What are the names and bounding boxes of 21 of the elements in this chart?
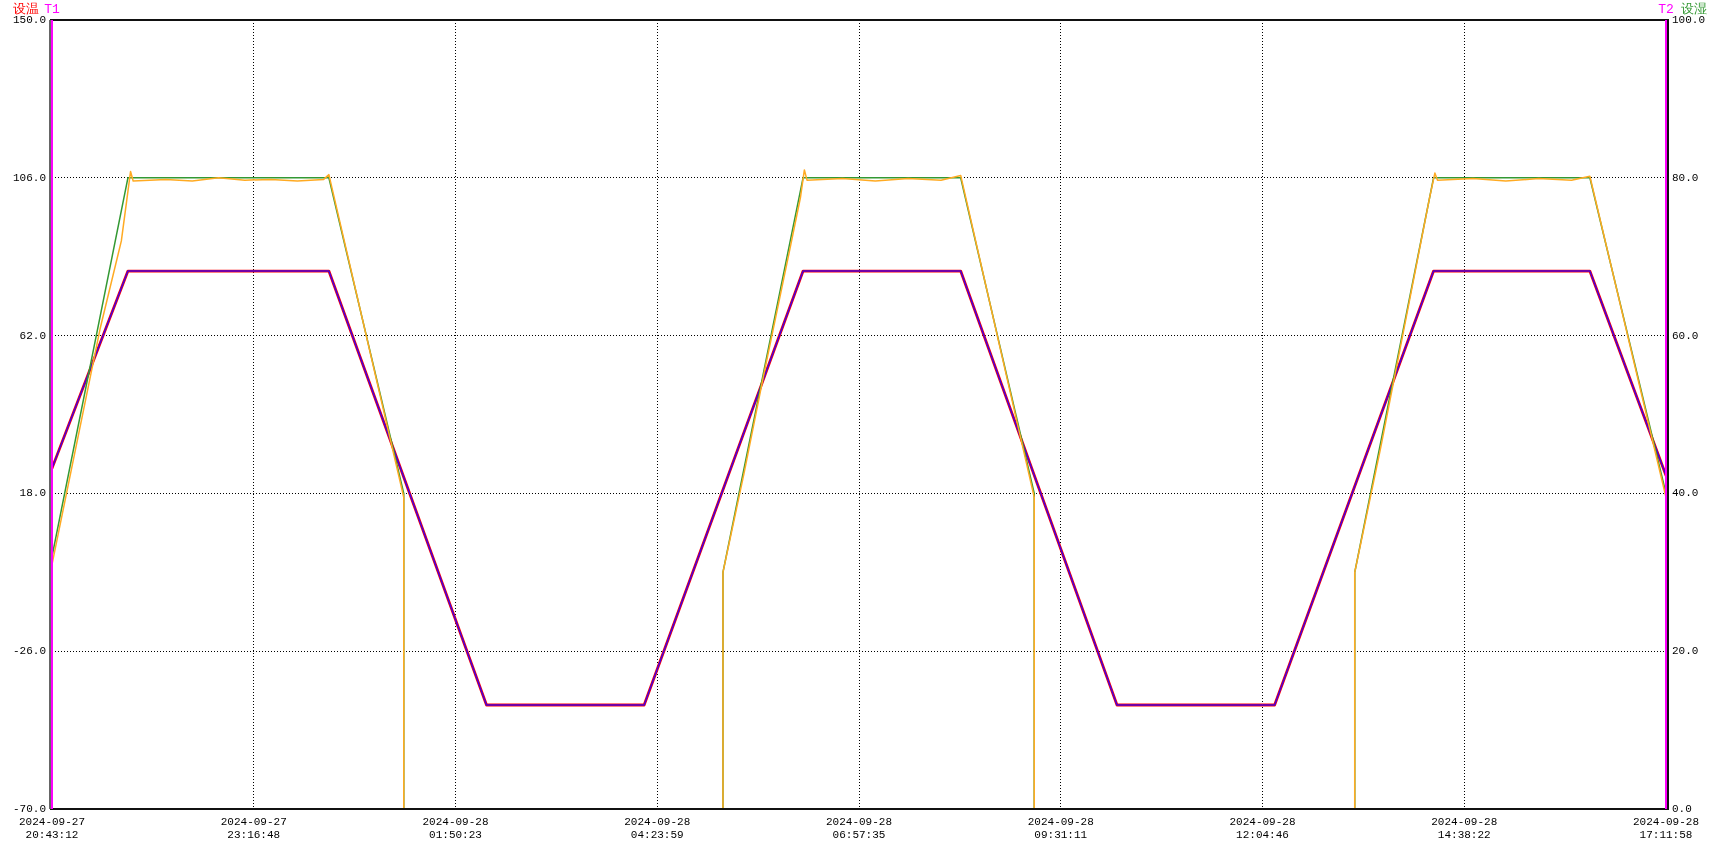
x-tick-label: 2024-09-28 06:57:35 — [825, 815, 893, 841]
x-tick-label: 2024-09-28 01:50:23 — [422, 815, 489, 841]
y2-tick-label: 60.0 — [1672, 329, 1699, 342]
y-tick-label: 106.0 — [12, 171, 46, 184]
x-tick-label: 2024-09-28 14:38:22 — [1431, 815, 1498, 841]
y2-tick-label: 0.0 — [1672, 802, 1692, 815]
y2-tick-label: 40.0 — [1672, 487, 1699, 500]
x-tick-label: 2024-09-28 17:11:58 — [1632, 815, 1700, 841]
y2-tick-label: 20.0 — [1672, 645, 1699, 658]
y2-tick-label: 80.0 — [1672, 171, 1699, 184]
x-tick-label: 2024-09-28 12:04:46 — [1229, 815, 1296, 841]
x-tick-label: 2024-09-28 09:31:11 — [1027, 815, 1094, 841]
x-tick-label: 2024-09-28 04:23:59 — [624, 815, 691, 841]
ref-line-label: T2 — [1658, 2, 1674, 18]
y-tick-label: -70.0 — [12, 802, 46, 815]
x-tick-label: 2024-09-27 20:43:12 — [18, 815, 86, 841]
y-tick-label: 18.0 — [19, 487, 46, 500]
x-tick-label: 2024-09-27 23:16:48 — [220, 815, 287, 841]
ref-line-label: T1 — [44, 2, 60, 18]
y-tick-label: -26.0 — [12, 645, 46, 658]
y-tick-label: 62.0 — [19, 329, 46, 342]
